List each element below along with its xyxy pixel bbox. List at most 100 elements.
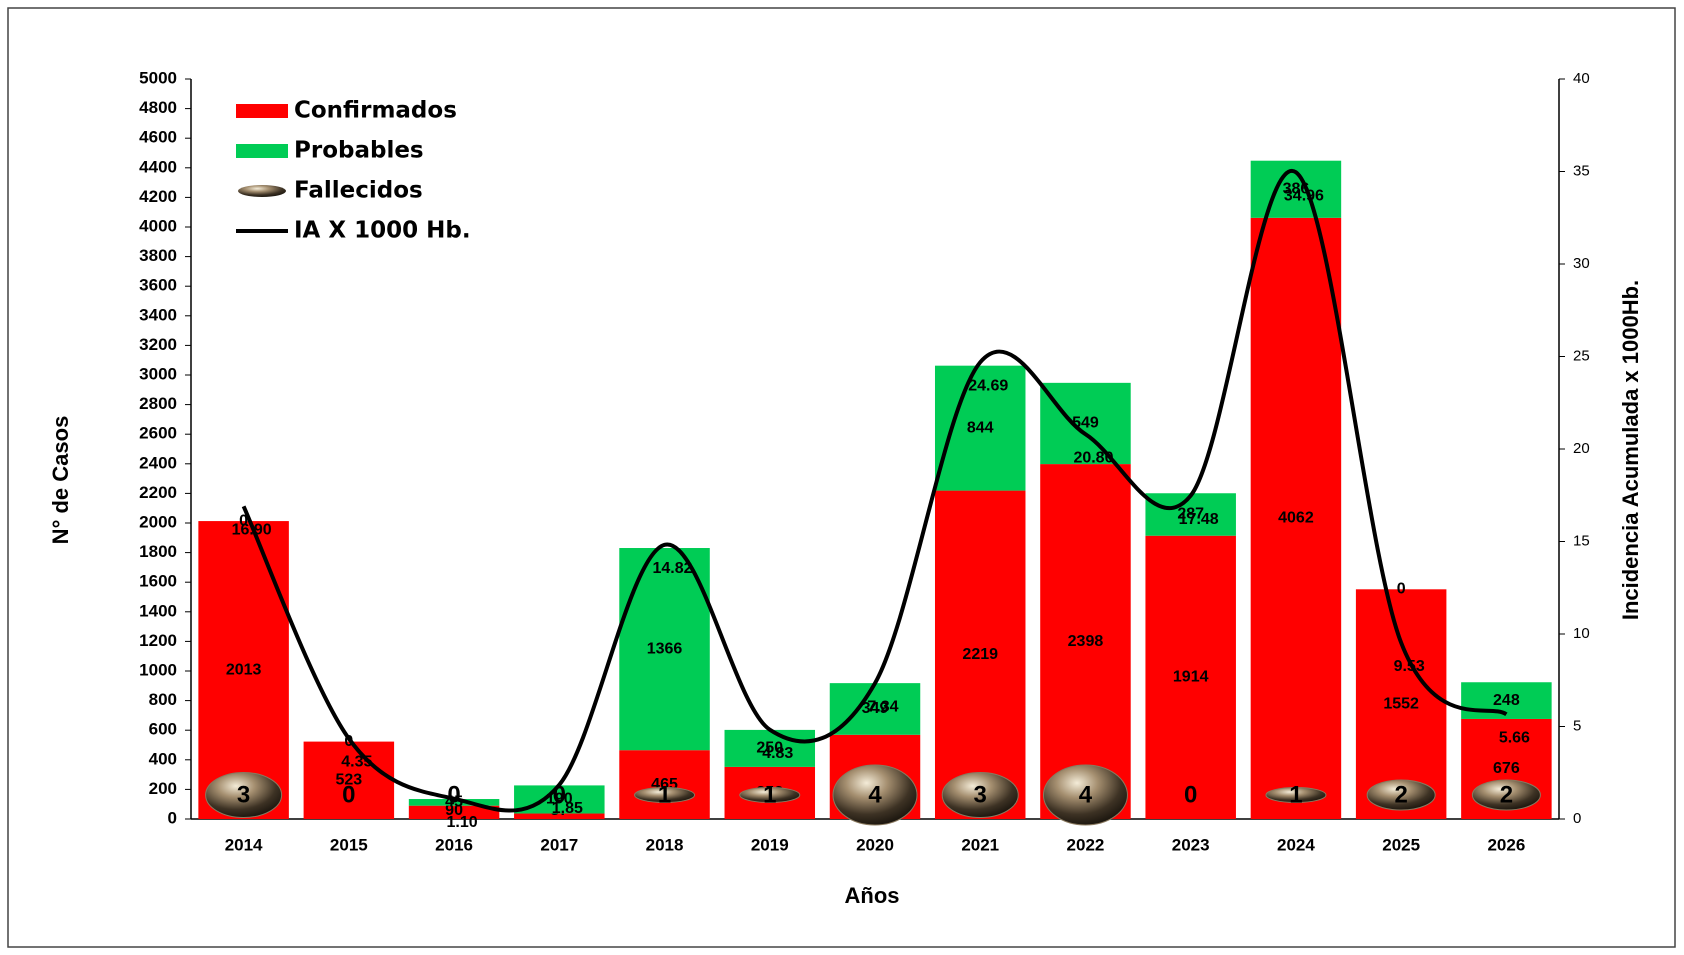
y-tick-label: 4800 <box>139 98 177 117</box>
value-label: 523 <box>335 772 362 789</box>
y-tick-label: 4600 <box>139 128 177 147</box>
line-value-label: 4.83 <box>762 745 793 762</box>
x-tick-label: 2020 <box>856 835 894 854</box>
y-tick-label: 1400 <box>139 601 177 620</box>
bar <box>619 548 710 751</box>
value-label: 90 <box>445 802 463 819</box>
value-label: 4062 <box>1278 510 1314 527</box>
bar <box>619 750 710 819</box>
death-label: 4 <box>868 781 882 808</box>
line-value-label: 1.10 <box>447 814 478 831</box>
death-label: 1 <box>1289 781 1302 808</box>
death-marker <box>739 787 801 803</box>
bar <box>408 805 500 819</box>
y2-tick-label: 30 <box>1573 255 1590 272</box>
value-label: 676 <box>1493 760 1520 777</box>
death-marker <box>1265 787 1327 803</box>
y-tick-label: 2800 <box>139 394 177 413</box>
legend-swatch <box>236 104 288 118</box>
line-value-label: 16.90 <box>232 522 272 539</box>
y-tick-label: 4200 <box>139 187 177 206</box>
y-tick-label: 2600 <box>139 424 177 443</box>
x-tick-label: 2016 <box>435 835 473 854</box>
y-tick-label: 1800 <box>139 542 177 561</box>
death-marker <box>205 772 283 818</box>
frame <box>7 7 1676 948</box>
death-label: 1 <box>658 781 671 808</box>
bar <box>829 683 921 735</box>
death-marker <box>1471 779 1541 811</box>
value-label: 0 <box>239 512 248 529</box>
y-tick-label: 1600 <box>139 572 177 591</box>
value-label: 190 <box>546 791 573 808</box>
death-marker <box>1366 779 1436 811</box>
death-label: 3 <box>974 781 987 808</box>
y-tick-label: 400 <box>149 749 177 768</box>
y-tick-label: 3400 <box>139 305 177 324</box>
y-tick-label: 4400 <box>139 157 177 176</box>
death-label: 0 <box>342 781 355 808</box>
line-value-label: 24.69 <box>968 377 1008 394</box>
y-axis-title: N° de Casos <box>48 416 73 545</box>
bar <box>408 799 500 806</box>
line-value-label: 20.80 <box>1073 449 1113 466</box>
bar <box>1040 382 1131 465</box>
y-tick-label: 3600 <box>139 276 177 295</box>
death-label: 2 <box>1500 781 1513 808</box>
value-label: 2219 <box>962 646 998 663</box>
y-tick-label: 600 <box>149 720 177 739</box>
value-label: 1552 <box>1383 695 1419 712</box>
bar <box>1145 535 1236 819</box>
y2-axis-title: Incidencia Acumulada x 1000Hb. <box>1618 280 1643 620</box>
x-tick-label: 2021 <box>961 835 999 854</box>
death-label: 3 <box>237 781 250 808</box>
y-tick-label: 0 <box>168 808 177 827</box>
y-tick-label: 1200 <box>139 631 177 650</box>
line-value-label: 14.82 <box>653 560 693 577</box>
line-value-label: 17.48 <box>1179 511 1219 528</box>
value-label: 1366 <box>647 640 683 657</box>
y-tick-label: 3000 <box>139 364 177 383</box>
value-label: 349 <box>862 700 889 717</box>
y2-tick-label: 25 <box>1573 347 1590 364</box>
legend-label: IA X 1000 Hb. <box>294 218 471 244</box>
x-tick-label: 2017 <box>540 835 578 854</box>
line-value-label: 4.35 <box>341 754 372 771</box>
death-label: 1 <box>763 781 776 808</box>
death-label: 0 <box>1184 781 1197 808</box>
line <box>241 168 1508 813</box>
value-label: 0 <box>1397 581 1406 598</box>
y-tick-label: 5000 <box>139 68 177 87</box>
y2-tick-label: 15 <box>1573 532 1590 549</box>
y2-tick-label: 10 <box>1573 625 1590 642</box>
value-label: 2398 <box>1068 633 1104 650</box>
x-axis-title: Años <box>845 883 900 908</box>
value-label: 248 <box>1493 692 1520 709</box>
legend-label: Probables <box>294 138 424 164</box>
y-tick-label: 2000 <box>139 512 177 531</box>
bar <box>724 729 816 767</box>
x-tick-label: 2018 <box>646 835 684 854</box>
value-label: 844 <box>967 419 994 436</box>
y2-tick-label: 20 <box>1573 440 1590 457</box>
line-value-label: 5.66 <box>1499 730 1530 747</box>
death-marker <box>832 764 918 826</box>
bar <box>1145 493 1236 536</box>
y-tick-label: 3200 <box>139 335 177 354</box>
y-tick-label: 800 <box>149 690 177 709</box>
value-label: 287 <box>1177 506 1204 523</box>
y-tick-label: 2400 <box>139 453 177 472</box>
death-label: 0 <box>447 781 460 808</box>
value-label: 1914 <box>1173 669 1209 686</box>
y2-tick-label: 35 <box>1573 162 1590 179</box>
x-tick-label: 2025 <box>1382 835 1420 854</box>
x-tick-label: 2022 <box>1067 835 1105 854</box>
x-tick-label: 2015 <box>330 835 368 854</box>
death-marker <box>634 787 696 803</box>
bar <box>934 490 1026 819</box>
value-label: 2013 <box>226 661 262 678</box>
value-label: 250 <box>756 740 783 757</box>
y2-tick-label: 40 <box>1573 70 1590 87</box>
y2-tick-label: 0 <box>1573 810 1581 827</box>
y-tick-label: 2200 <box>139 483 177 502</box>
